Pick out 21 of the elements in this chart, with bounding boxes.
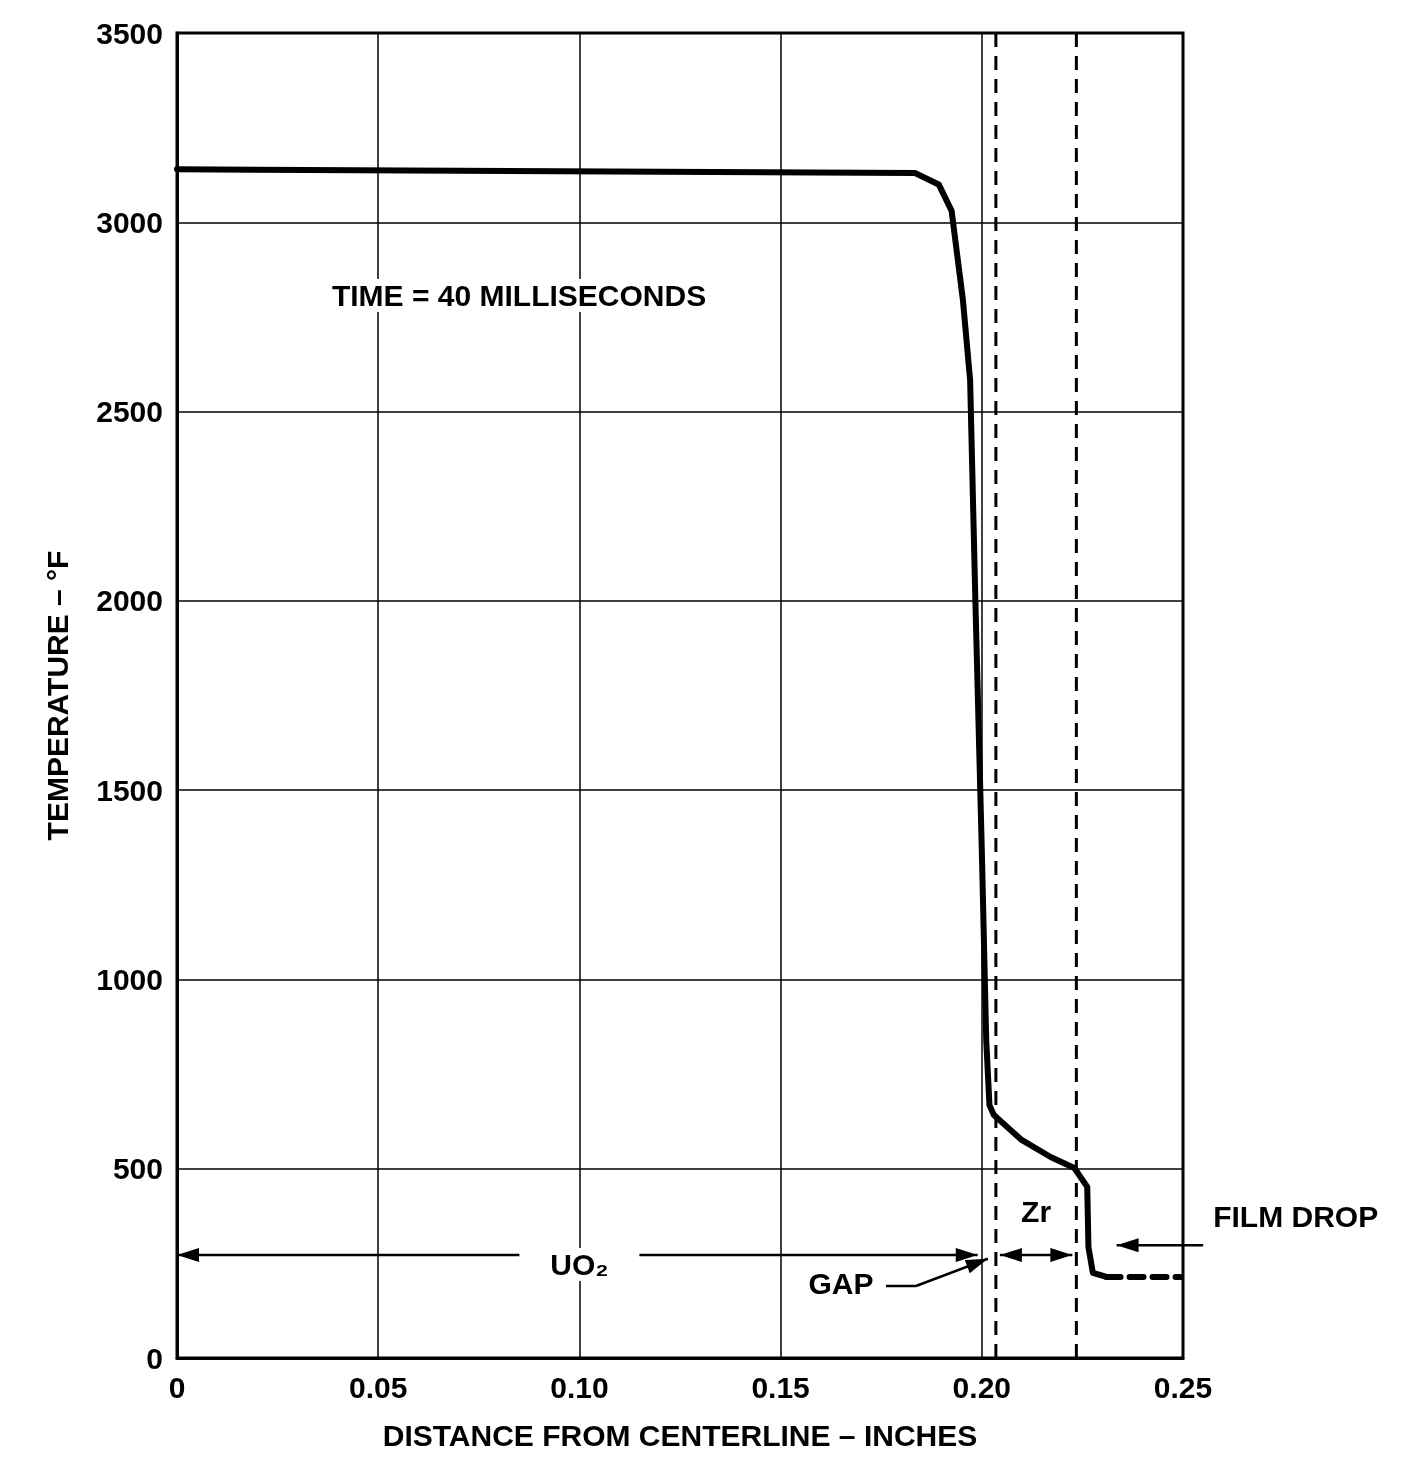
x-tick-label: 0.25 bbox=[1153, 1370, 1213, 1404]
y-axis-title: TEMPERATURE – °F bbox=[40, 550, 74, 841]
annotation: Zr bbox=[1021, 1195, 1052, 1229]
x-tick-label: 0.15 bbox=[751, 1370, 810, 1404]
x-tick-label: 0.05 bbox=[349, 1370, 408, 1404]
x-tick-label: 0.10 bbox=[550, 1370, 609, 1404]
text: FILM DROP bbox=[1213, 1200, 1379, 1234]
y-tick-label: 500 bbox=[112, 1152, 163, 1186]
x-tick-label: 0 bbox=[168, 1370, 186, 1404]
y-tick-label: 1000 bbox=[96, 962, 163, 996]
y-tick-label: 3000 bbox=[96, 205, 163, 239]
y-tick-label: 1500 bbox=[96, 773, 163, 807]
x-tick-label: 0.20 bbox=[952, 1370, 1011, 1404]
y-tick-label: 0 bbox=[146, 1341, 163, 1375]
annotation: UO₂ bbox=[550, 1247, 609, 1281]
annotation: GAP bbox=[808, 1266, 874, 1300]
y-tick-label: 2000 bbox=[96, 584, 163, 618]
annotation: TIME = 40 MILLISECONDS bbox=[331, 278, 707, 312]
y-tick-label: 3500 bbox=[96, 16, 163, 50]
y-tick-label: 2500 bbox=[96, 395, 163, 429]
x-axis-title: DISTANCE FROM CENTERLINE – INCHES bbox=[382, 1418, 978, 1452]
